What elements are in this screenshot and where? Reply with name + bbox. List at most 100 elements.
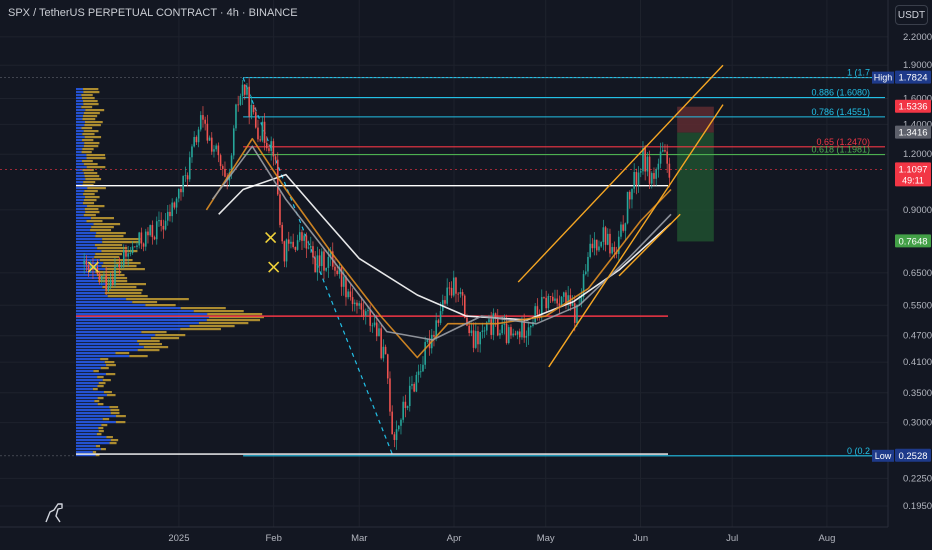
candle-body	[666, 151, 668, 164]
volume-bar-up	[76, 376, 98, 379]
volume-bar-up	[76, 385, 98, 388]
volume-bar-down	[100, 367, 109, 370]
volume-bar-up	[76, 193, 84, 196]
candle-body	[584, 271, 587, 275]
candle-body	[164, 220, 167, 230]
candle-body	[153, 237, 156, 240]
volume-bar-down	[198, 322, 249, 325]
volume-bar-up	[76, 154, 87, 157]
candle-body	[111, 279, 114, 285]
candle-body	[371, 325, 374, 327]
candle-body	[593, 239, 596, 249]
candle-body	[367, 310, 369, 312]
candle-body	[263, 121, 266, 143]
volume-bar-down	[101, 424, 108, 427]
volume-bar-up	[76, 451, 93, 454]
candle-body	[103, 275, 105, 277]
volume-bar-up	[76, 394, 107, 397]
candle-body	[131, 246, 134, 254]
volume-bar-up	[76, 427, 99, 430]
volume-bar-up	[76, 181, 84, 184]
volume-bar-down	[83, 115, 98, 118]
volume-bar-down	[97, 385, 104, 388]
volume-bar-up	[76, 238, 103, 241]
candle-body	[325, 267, 327, 271]
price-tag-label: 1.1097	[898, 164, 927, 175]
volume-bar-up	[76, 280, 99, 283]
candle-body	[437, 320, 440, 323]
candle-body	[378, 328, 380, 337]
volume-bar-down	[98, 427, 104, 430]
candle-body	[318, 255, 321, 267]
volume-bar-down	[115, 421, 126, 424]
volume-bar-down	[83, 145, 99, 148]
price-tick-label: 0.1950	[903, 501, 932, 512]
time-tick-label: May	[537, 533, 555, 544]
extreme-tag-label: High	[874, 73, 893, 83]
candle-body	[393, 434, 396, 440]
candle-body	[413, 383, 415, 392]
volume-bar-up	[76, 139, 83, 142]
candle-body	[349, 291, 352, 298]
time-tick-label: Jul	[726, 533, 738, 544]
candle-body	[268, 148, 270, 151]
candle-body	[155, 221, 158, 240]
time-tick-label: Mar	[351, 533, 367, 544]
trend-channel-line	[618, 213, 681, 277]
price-tick-label: 0.6500	[903, 268, 932, 279]
candle-body	[149, 225, 151, 236]
volume-bar-down	[180, 328, 221, 331]
candle-body	[272, 141, 275, 157]
volume-bar-down	[109, 406, 119, 409]
candle-body	[468, 325, 470, 334]
candle-body	[527, 327, 530, 336]
volume-bar-down	[84, 121, 103, 124]
volume-bar-down	[189, 325, 235, 328]
candle-body	[488, 319, 490, 323]
volume-bar-down	[84, 190, 98, 193]
volume-bar-up	[76, 100, 83, 103]
candle-body	[525, 335, 528, 338]
volume-bar-down	[96, 433, 102, 436]
candle-body	[474, 331, 477, 348]
volume-bar-up	[76, 310, 194, 313]
volume-bar-up	[76, 397, 98, 400]
volume-bar-up	[76, 283, 107, 286]
volume-bar-down	[82, 139, 94, 142]
candle-body	[435, 320, 437, 337]
volume-bar-down	[106, 394, 116, 397]
volume-bar-down	[83, 91, 100, 94]
candle-body	[389, 378, 391, 412]
volume-bar-up	[76, 259, 100, 262]
volume-bar-down	[100, 448, 106, 451]
candle-body	[622, 224, 624, 231]
price-tick-label: 0.4100	[903, 357, 932, 368]
volume-bar-up	[76, 256, 95, 259]
volume-bar-up	[76, 349, 138, 352]
candle-body	[556, 298, 558, 304]
candle-body	[254, 112, 257, 128]
currency-button[interactable]: USDT	[895, 5, 928, 25]
volume-bar-down	[106, 436, 113, 439]
candle-body	[199, 115, 202, 130]
candle-body	[617, 236, 620, 255]
volume-bar-up	[76, 145, 84, 148]
extreme-tag-label: Low	[875, 451, 892, 461]
volume-bar-up	[76, 160, 83, 163]
volume-bar-up	[76, 412, 111, 415]
candle-body	[600, 241, 602, 247]
volume-bar-up	[76, 322, 199, 325]
volume-bar-up	[76, 361, 105, 364]
volume-bar-down	[109, 442, 117, 445]
candle-body	[655, 169, 657, 179]
candle-body	[206, 123, 209, 141]
volume-bar-up	[76, 118, 83, 121]
candle-body	[448, 287, 451, 289]
chart-title: SPX / TetherUS PERPETUAL CONTRACT · 4h ·…	[8, 7, 298, 19]
volume-bar-down	[81, 127, 93, 130]
volume-bar-up	[76, 205, 88, 208]
candle-body	[463, 295, 466, 318]
candle-body	[648, 156, 651, 184]
volume-bar-down	[95, 271, 122, 274]
